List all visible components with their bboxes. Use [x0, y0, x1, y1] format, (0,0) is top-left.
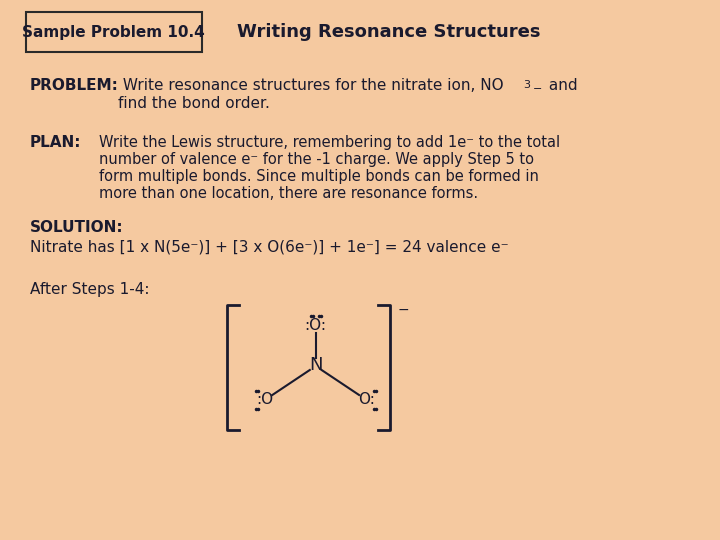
Text: After Steps 1-4:: After Steps 1-4:	[30, 282, 149, 297]
Text: −: −	[397, 303, 409, 317]
Text: and: and	[544, 78, 578, 93]
Text: more than one location, there are resonance forms.: more than one location, there are resona…	[99, 186, 478, 201]
Text: Writing Resonance Structures: Writing Resonance Structures	[237, 23, 540, 41]
Text: PLAN:: PLAN:	[30, 135, 81, 150]
Text: N: N	[309, 356, 323, 374]
Text: 3: 3	[523, 80, 530, 90]
Text: O:: O:	[359, 393, 375, 408]
Text: Nitrate has [1 x N(5e⁻)] + [3 x O(6e⁻)] + 1e⁻] = 24 valence e⁻: Nitrate has [1 x N(5e⁻)] + [3 x O(6e⁻)] …	[30, 240, 508, 255]
Text: Write the Lewis structure, remembering to add 1e⁻ to the total: Write the Lewis structure, remembering t…	[99, 135, 560, 150]
Text: number of valence e⁻ for the -1 charge. We apply Step 5 to: number of valence e⁻ for the -1 charge. …	[99, 152, 534, 167]
Text: find the bond order.: find the bond order.	[119, 96, 270, 111]
Text: SOLUTION:: SOLUTION:	[30, 220, 123, 235]
Text: PROBLEM:: PROBLEM:	[30, 78, 119, 93]
Text: :O: :O	[256, 393, 273, 408]
Text: Write resonance structures for the nitrate ion, NO: Write resonance structures for the nitra…	[119, 78, 504, 93]
Text: −: −	[533, 84, 542, 94]
FancyBboxPatch shape	[26, 12, 202, 52]
Text: :O:: :O:	[305, 318, 327, 333]
Text: Sample Problem 10.4: Sample Problem 10.4	[22, 24, 205, 39]
Text: form multiple bonds. Since multiple bonds can be formed in: form multiple bonds. Since multiple bond…	[99, 169, 539, 184]
